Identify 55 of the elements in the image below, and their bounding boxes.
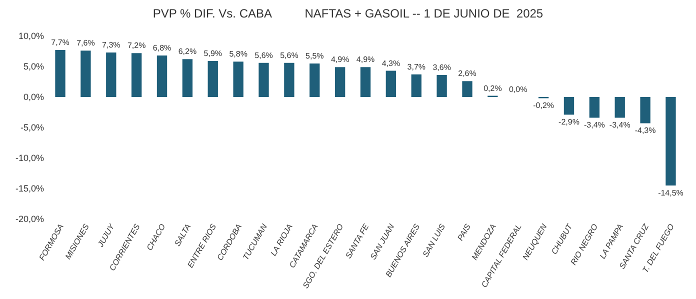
- chart-title: PVP % DIF. Vs. CABA NAFTAS + GASOIL -- 1 DE JUNIO DE 2025: [152, 6, 544, 20]
- data-label: 4,9%: [330, 55, 350, 64]
- data-label: 0,0%: [509, 85, 528, 94]
- bar: [208, 61, 218, 97]
- bar: [462, 81, 472, 97]
- bar: [614, 97, 625, 118]
- data-label: -0,2%: [533, 101, 554, 110]
- bar: [106, 52, 116, 97]
- data-label: -3,4%: [609, 120, 630, 130]
- data-label: 6,8%: [152, 44, 172, 53]
- data-label: 5,9%: [204, 49, 222, 58]
- data-label: 7,7%: [51, 38, 70, 48]
- data-label: 7,3%: [102, 40, 120, 50]
- bar: [666, 97, 676, 186]
- bar: [640, 97, 650, 124]
- data-label: 2,6%: [458, 69, 476, 78]
- data-label: 0,2%: [484, 84, 502, 93]
- bar: [80, 50, 91, 97]
- data-label: 3,6%: [432, 63, 451, 72]
- bar: [131, 53, 142, 97]
- y-tick-label: -15,0%: [15, 184, 44, 194]
- y-tick-label: -20,0%: [15, 214, 44, 224]
- y-tick-label: 10,0%: [18, 31, 44, 42]
- data-label: 5,6%: [280, 50, 298, 60]
- data-label: -2,9%: [558, 118, 580, 127]
- data-label: 6,2%: [178, 47, 197, 56]
- data-label: -14,5%: [658, 188, 684, 198]
- y-tick-label: 5,0%: [23, 62, 44, 72]
- bar: [258, 62, 269, 97]
- bar: [386, 70, 396, 97]
- bar: [360, 67, 371, 97]
- y-tick-label: -5,0%: [20, 122, 44, 133]
- bar: [564, 97, 574, 115]
- bar: [589, 97, 600, 118]
- bar: [411, 74, 422, 97]
- data-label: 5,8%: [229, 50, 248, 59]
- data-label: 3,7%: [407, 62, 426, 72]
- data-label: 7,6%: [76, 38, 95, 48]
- data-label: 5,6%: [254, 50, 273, 60]
- y-tick-label: -10,0%: [15, 153, 44, 164]
- data-label: 5,5%: [306, 51, 324, 60]
- bar: [156, 56, 168, 97]
- bar: [436, 75, 447, 97]
- bar: [182, 59, 193, 97]
- bar: [334, 67, 346, 97]
- bar: [55, 50, 66, 97]
- bar: [310, 63, 320, 97]
- y-tick-label: 0,0%: [23, 92, 44, 102]
- bar: [233, 62, 244, 97]
- data-label: -3,4%: [584, 120, 605, 130]
- data-label: 4,9%: [356, 55, 375, 64]
- bar: [284, 62, 294, 97]
- data-label: 4,3%: [382, 58, 400, 68]
- data-label: -4,3%: [634, 126, 656, 136]
- data-label: 7,2%: [127, 41, 146, 50]
